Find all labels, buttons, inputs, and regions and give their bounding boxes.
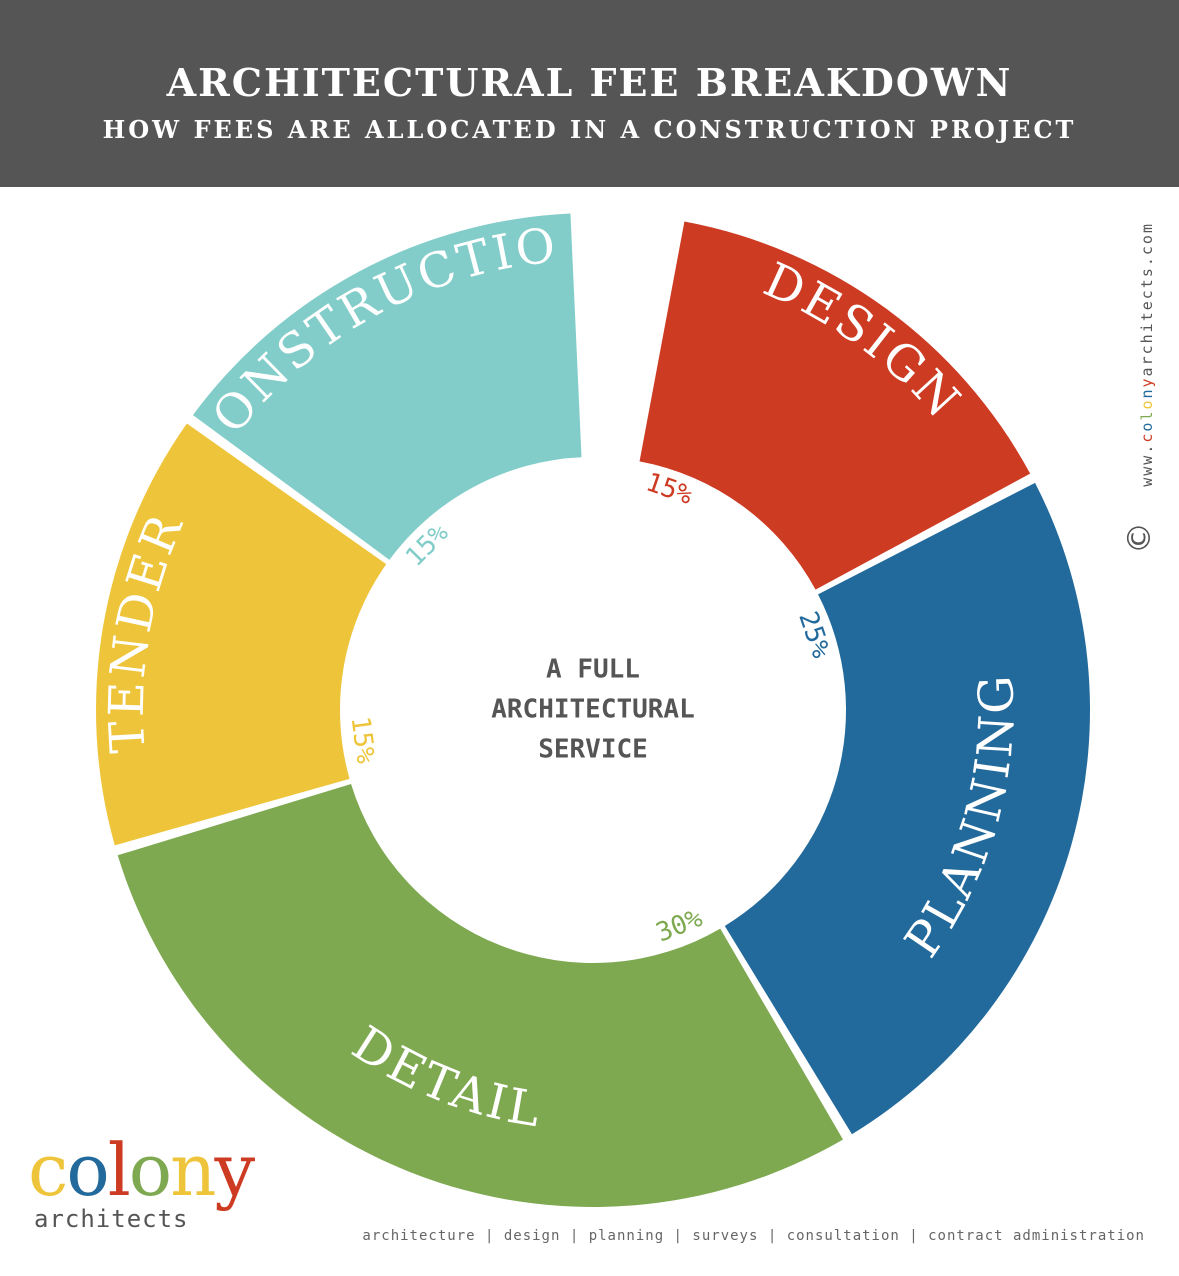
website-brand-letter: o [1138, 420, 1156, 432]
website-prefix: www. [1138, 442, 1156, 487]
logo-subtitle: architects [34, 1205, 189, 1233]
services-footer: architecture | design | planning | surve… [362, 1228, 1145, 1244]
logo-letter: o [66, 1128, 109, 1212]
website-brand-letter: o [1138, 398, 1156, 410]
logo-letter: c [28, 1128, 68, 1212]
donut-slice-design [639, 221, 1031, 590]
logo-letter: l [107, 1128, 131, 1212]
website-brand: colony [1138, 376, 1156, 442]
page-title: ARCHITECTURAL FEE BREAKDOWN [166, 60, 1013, 105]
donut-slice-tender [95, 423, 387, 846]
website-brand-letter: y [1138, 376, 1156, 388]
donut-slice-construction [192, 213, 582, 560]
copyright-icon: © [1120, 522, 1158, 554]
center-label-line: A FULL [546, 655, 640, 685]
logo-letter: o [128, 1128, 172, 1212]
header-banner: ARCHITECTURAL FEE BREAKDOWN HOW FEES ARE… [0, 0, 1179, 187]
website-brand-letter: c [1138, 431, 1156, 443]
donut-slice-detail [117, 783, 844, 1207]
logo-letter: n [170, 1128, 216, 1212]
center-label-line: ARCHITECTURAL [491, 695, 695, 725]
page-subtitle: HOW FEES ARE ALLOCATED IN A CONSTRUCTION… [102, 115, 1077, 144]
website-suffix: architects.com [1138, 222, 1156, 377]
website-brand-letter: n [1138, 387, 1156, 399]
logo-letter: y [214, 1128, 255, 1212]
website-url[interactable]: www.colonyarchitects.com [1138, 222, 1156, 512]
slice-percent-tender: 15% [345, 715, 381, 766]
center-label-line: SERVICE [538, 735, 648, 765]
website-brand-letter: l [1138, 409, 1156, 421]
donut-slice-planning [724, 482, 1090, 1135]
colony-logo: colony [28, 1128, 255, 1212]
